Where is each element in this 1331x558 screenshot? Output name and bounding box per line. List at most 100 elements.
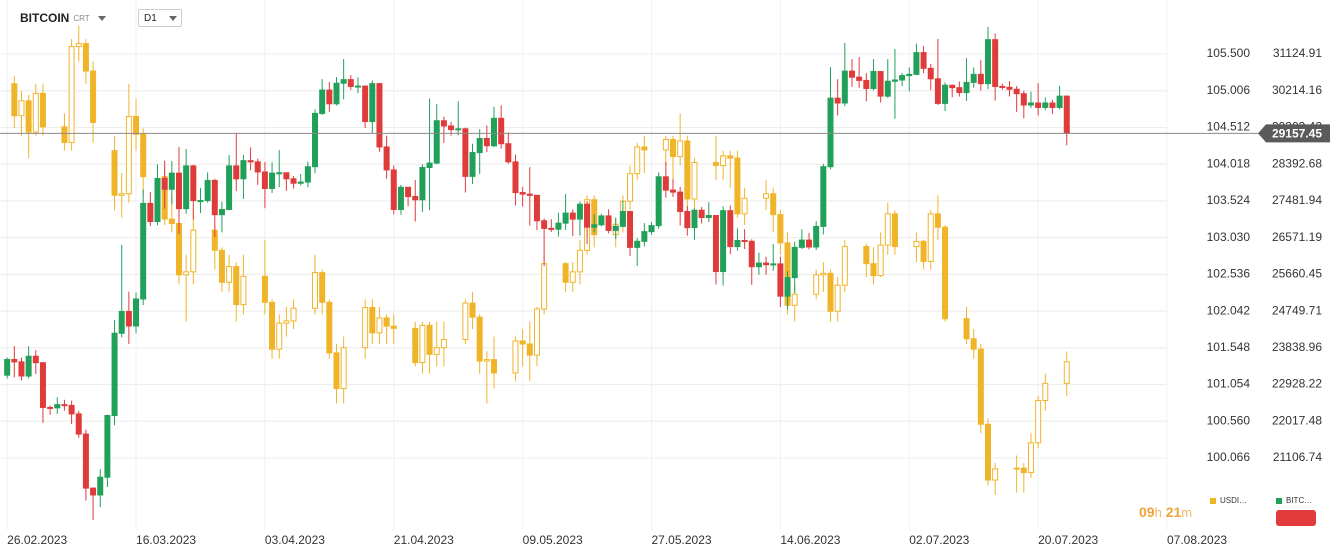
- candle-body: [641, 231, 648, 242]
- candle-body: [734, 157, 741, 215]
- candle-body: [283, 172, 290, 180]
- candle-body: [669, 189, 676, 193]
- candle-body: [104, 415, 111, 478]
- candle-body: [369, 83, 376, 123]
- legend-label: USDIDX: [1220, 496, 1248, 505]
- candle-body: [541, 220, 548, 229]
- candle-body: [1042, 382, 1049, 401]
- y2-tick-label: 30214.16: [1272, 83, 1322, 97]
- candle-body: [118, 193, 125, 196]
- candle-body: [75, 413, 82, 435]
- candle-body: [569, 271, 576, 283]
- last-price-label: 29157.45: [1272, 127, 1322, 141]
- candle-body: [1063, 95, 1070, 134]
- candle-body: [677, 140, 684, 158]
- candle-body: [390, 169, 397, 210]
- candle-body: [927, 67, 934, 80]
- candle-body: [863, 79, 870, 89]
- candle-body: [648, 225, 655, 233]
- candle-body: [949, 84, 956, 89]
- symbol-selector[interactable]: BITCOIN CRT: [20, 9, 106, 27]
- y2-tick-label: 31124.91: [1273, 46, 1322, 60]
- candle-body: [111, 332, 118, 417]
- candle-body: [569, 212, 576, 220]
- y-tick-label: 100.560: [1207, 413, 1251, 427]
- candle-body: [1027, 102, 1034, 106]
- candle-body: [340, 347, 347, 390]
- candle-body: [347, 79, 354, 87]
- candle-body: [777, 214, 784, 244]
- candle-body: [240, 160, 247, 180]
- candle-body: [140, 133, 147, 178]
- candle-body: [68, 404, 75, 415]
- candle-body: [906, 73, 913, 77]
- legend-item[interactable]: BITCOIN: [1276, 496, 1314, 505]
- candle-body: [741, 240, 748, 243]
- candle-body: [469, 302, 476, 318]
- candle-body: [655, 176, 662, 227]
- candle-body: [390, 325, 397, 329]
- candle-body: [11, 83, 18, 117]
- candle-body: [25, 100, 32, 133]
- candle-body: [512, 340, 519, 374]
- candle-body: [61, 126, 68, 143]
- candle-body: [362, 307, 369, 349]
- y-tick-label: 102.042: [1207, 303, 1251, 317]
- candle-body: [562, 212, 569, 224]
- candle-body: [190, 165, 197, 202]
- candle-body: [254, 161, 261, 173]
- series-0: [11, 25, 1070, 495]
- candle-body: [483, 359, 490, 362]
- candle-body: [269, 172, 276, 189]
- symbol-type: CRT: [73, 13, 90, 23]
- candle-body: [11, 358, 18, 363]
- candle-body: [755, 262, 762, 268]
- y-tick-label: 104.018: [1207, 156, 1251, 170]
- candle-body: [476, 316, 483, 362]
- candle-body: [25, 355, 32, 377]
- candle-body: [727, 155, 734, 159]
- candle-body: [841, 70, 848, 104]
- candle-body: [455, 128, 462, 131]
- candle-body: [412, 327, 419, 364]
- candle-body: [705, 215, 712, 219]
- candle-body: [942, 84, 949, 104]
- candle-body: [118, 310, 125, 334]
- candle-body: [870, 71, 877, 89]
- candle-body: [677, 191, 684, 212]
- candle-body: [963, 81, 970, 94]
- candle-body: [312, 112, 319, 168]
- candle-body: [1020, 93, 1027, 106]
- timeframe-selector[interactable]: D1: [138, 9, 182, 27]
- legend-item[interactable]: USDIDX: [1210, 496, 1248, 505]
- candle-body: [770, 193, 777, 216]
- symbol[interactable]: BITCOIN: [20, 11, 70, 25]
- y-tick-label: 103.030: [1207, 230, 1251, 244]
- x-tick-label: 21.04.2023: [394, 533, 454, 547]
- candle-body: [1042, 102, 1049, 108]
- candle-body: [261, 275, 268, 303]
- sell-button[interactable]: [1276, 510, 1316, 526]
- x-tick-label: 20.07.2023: [1038, 533, 1098, 547]
- candle-body: [476, 137, 483, 154]
- candle-body: [791, 246, 798, 279]
- candle-body: [712, 162, 719, 167]
- minutes: 21: [1165, 504, 1182, 520]
- candle-body: [684, 140, 691, 200]
- candle-body: [777, 263, 784, 297]
- y2-tick-label: 22928.22: [1272, 377, 1322, 391]
- candle-body: [218, 208, 225, 216]
- candle-body: [934, 213, 941, 228]
- candle-body: [827, 97, 834, 168]
- legend-swatch: [1210, 497, 1216, 504]
- candle-body: [519, 340, 526, 345]
- y-tick-label: 105.006: [1207, 83, 1251, 97]
- y2-tick-label: 21106.74: [1273, 450, 1322, 464]
- candle-body: [75, 43, 82, 48]
- candles: [4, 25, 1070, 520]
- candle-body: [290, 178, 297, 184]
- candle-body: [290, 307, 297, 322]
- candle-body: [619, 210, 626, 227]
- candle-body: [269, 301, 276, 350]
